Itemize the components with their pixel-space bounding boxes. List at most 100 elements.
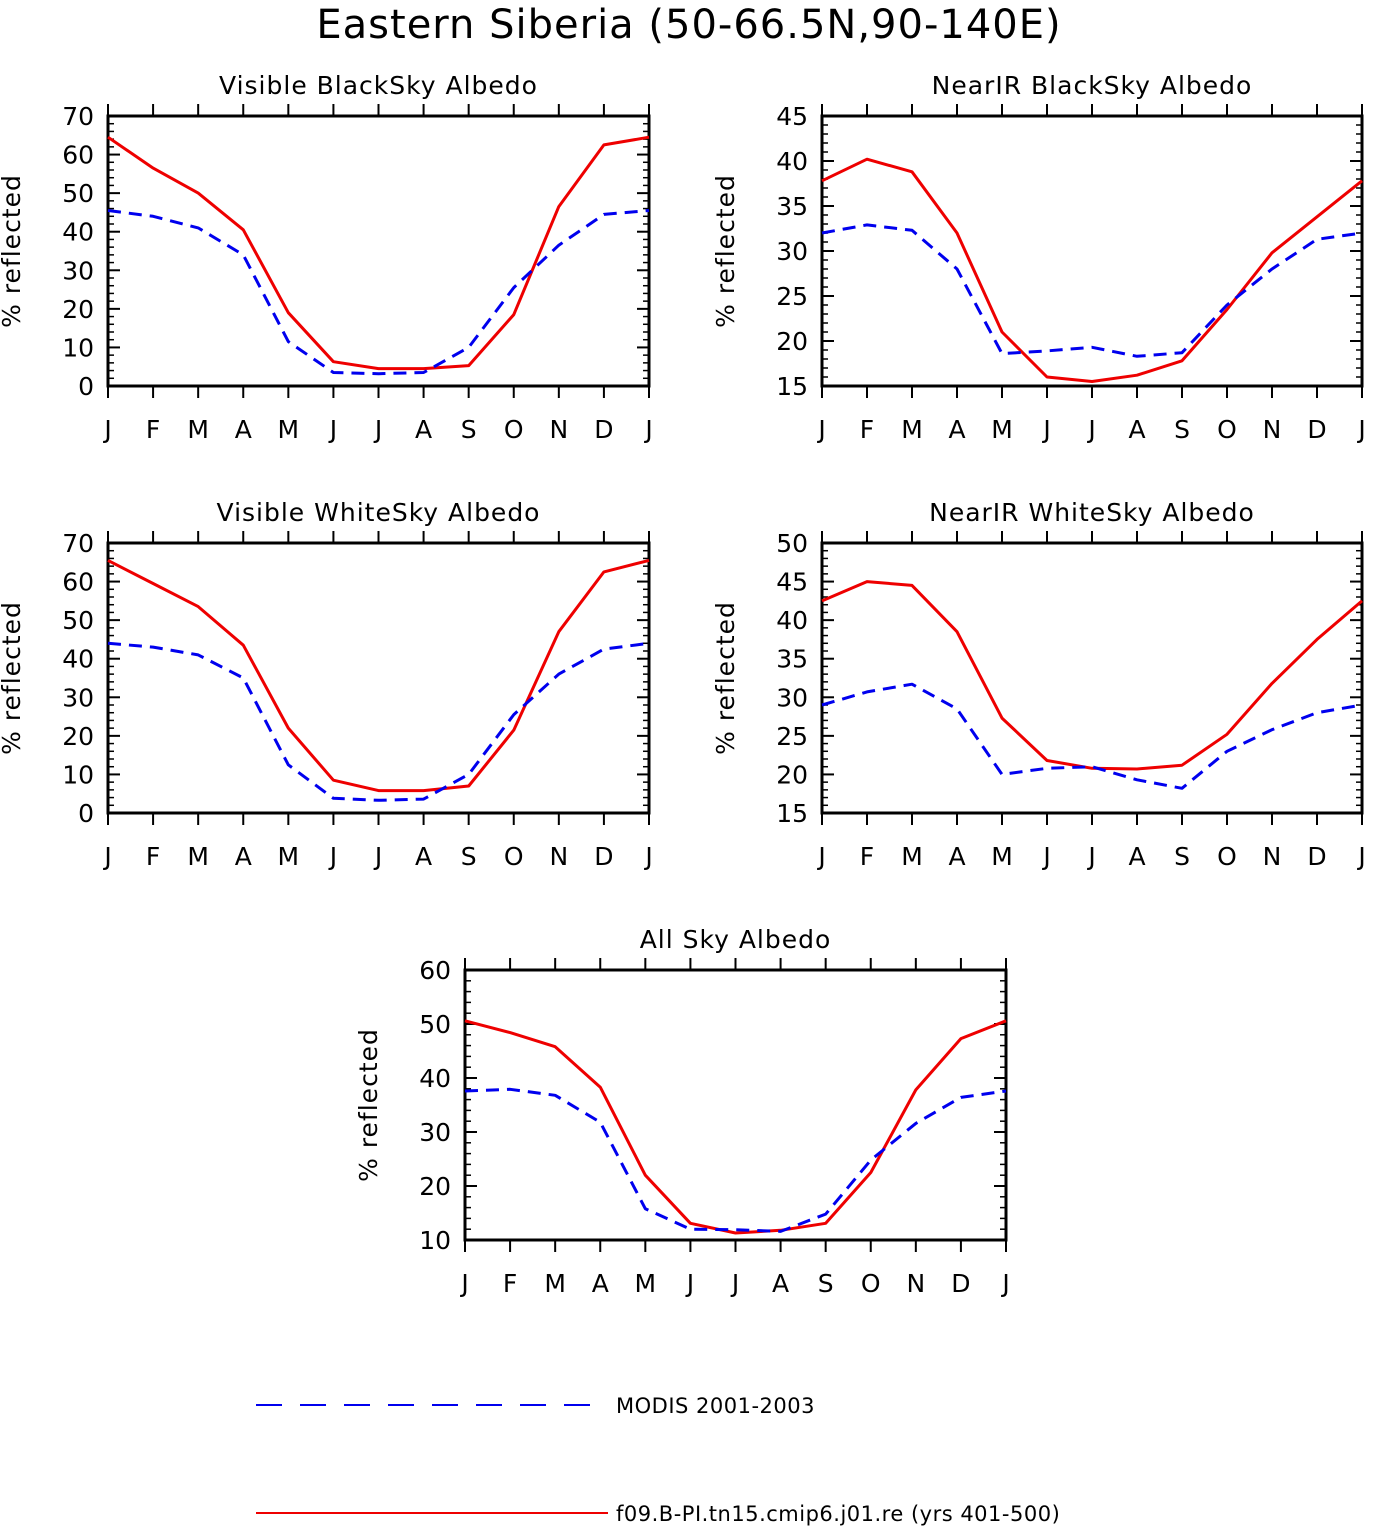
y-tick-label: 30 — [776, 683, 808, 712]
x-tick-label: N — [1263, 842, 1282, 871]
panel-title: NearIR WhiteSky Albedo — [929, 498, 1255, 527]
y-tick-label: 35 — [776, 645, 808, 674]
series-line-model — [107, 558, 650, 793]
x-tick-label: M — [187, 415, 209, 444]
y-tick-label: 50 — [776, 529, 808, 558]
x-tick-label: J — [1356, 842, 1365, 871]
x-tick-label: J — [1356, 415, 1365, 444]
x-tick-label: O — [1217, 842, 1237, 871]
x-tick-label: J — [685, 1269, 694, 1298]
plot-frame — [820, 114, 1364, 388]
y-tick-label: 45 — [776, 102, 808, 131]
x-tick-label: A — [948, 842, 965, 871]
x-tick-label: S — [461, 842, 477, 871]
x-tick-label: D — [1307, 842, 1326, 871]
x-tick-label: M — [991, 415, 1013, 444]
legend: MODIS 2001-2003 f09.B-PI.tn15.cmip6.j01.… — [256, 1394, 1060, 1526]
y-tick-label: 50 — [62, 606, 94, 635]
x-tick-label: J — [373, 842, 382, 871]
y-tick-label: 30 — [62, 683, 94, 712]
x-tick-label: J — [816, 842, 825, 871]
y-tick-label: 60 — [62, 141, 94, 170]
y-tick-label: 20 — [419, 1172, 451, 1201]
panel-title: Visible BlackSky Albedo — [219, 71, 538, 100]
panel-title: All Sky Albedo — [640, 925, 832, 954]
series-line-modis — [464, 1087, 1007, 1233]
y-tick-label: 10 — [62, 760, 94, 789]
x-tick-label: J — [816, 415, 825, 444]
y-tick-label: 30 — [776, 237, 808, 266]
y-axis-label: % reflected — [711, 174, 740, 328]
y-ticks: 15 20 25 30 35 40 45 — [776, 102, 1362, 401]
y-axis-label: % reflected — [0, 601, 26, 755]
legend-label-model: f09.B-PI.tn15.cmip6.j01.re (yrs 401-500) — [616, 1502, 1060, 1526]
x-tick-label: D — [594, 842, 613, 871]
y-tick-label: 20 — [62, 722, 94, 751]
y-tick-label: 20 — [62, 295, 94, 324]
y-tick-label: 15 — [776, 799, 808, 828]
x-tick-label: M — [187, 842, 209, 871]
series-line-model — [464, 1019, 1007, 1235]
y-tick-label: 40 — [776, 606, 808, 635]
y-tick-label: 10 — [62, 333, 94, 362]
y-tick-label: 70 — [62, 529, 94, 558]
figure-title: Eastern Siberia (50-66.5N,90-140E) — [316, 2, 1061, 48]
x-tick-label: J — [730, 1269, 739, 1298]
y-ticks: 0 10 20 30 40 50 60 70 — [62, 529, 649, 828]
x-tick-label: M — [544, 1269, 566, 1298]
panel-title: NearIR BlackSky Albedo — [932, 71, 1253, 100]
series-line-model — [107, 135, 650, 371]
x-tick-label: M — [991, 842, 1013, 871]
x-tick-label: J — [102, 842, 111, 871]
x-tick-label: J — [1041, 415, 1050, 444]
chart-panel-3: Visible WhiteSky Albedo % reflected 0 10 20 3… — [0, 498, 653, 871]
x-tick-label: M — [901, 415, 923, 444]
y-tick-label: 30 — [419, 1118, 451, 1147]
x-tick-label: M — [278, 415, 300, 444]
x-tick-label: M — [901, 842, 923, 871]
x-tick-label: A — [948, 415, 965, 444]
x-tick-label: F — [503, 1269, 517, 1298]
x-tick-label: O — [504, 415, 524, 444]
panel-title: Visible WhiteSky Albedo — [217, 498, 541, 527]
x-tick-label: A — [235, 842, 252, 871]
x-tick-label: A — [1128, 842, 1145, 871]
series-line-modis — [107, 641, 650, 802]
x-tick-label: D — [594, 415, 613, 444]
x-tick-label: A — [415, 842, 432, 871]
x-tick-label: A — [415, 415, 432, 444]
x-tick-label: S — [1174, 842, 1190, 871]
x-tick-label: S — [461, 415, 477, 444]
y-tick-label: 60 — [62, 568, 94, 597]
y-ticks: 0 10 20 30 40 50 60 70 — [62, 102, 649, 401]
x-tick-label: A — [235, 415, 252, 444]
x-tick-label: N — [906, 1269, 925, 1298]
x-tick-label: A — [1128, 415, 1145, 444]
y-tick-label: 20 — [776, 327, 808, 356]
y-axis-label: % reflected — [711, 601, 740, 755]
x-tick-label: N — [1263, 415, 1282, 444]
series-line-model — [821, 157, 1363, 383]
y-tick-label: 25 — [776, 722, 808, 751]
x-tick-label: J — [373, 415, 382, 444]
x-tick-label: J — [643, 415, 652, 444]
y-tick-label: 25 — [776, 282, 808, 311]
x-tick-label: J — [1086, 842, 1095, 871]
x-tick-label: F — [146, 415, 160, 444]
x-tick-label: J — [459, 1269, 468, 1298]
x-tick-label: D — [951, 1269, 970, 1298]
x-tick-label: O — [1217, 415, 1237, 444]
y-axis-label: % reflected — [0, 174, 26, 328]
y-ticks: 10 20 30 40 50 60 — [419, 956, 1006, 1255]
y-tick-label: 40 — [776, 147, 808, 176]
y-tick-label: 0 — [78, 372, 94, 401]
panels: Visible BlackSky Albedo % reflected 0 10 20 3… — [0, 71, 1366, 1298]
legend-label-modis: MODIS 2001-2003 — [616, 1394, 815, 1418]
plot-frame — [463, 968, 1008, 1242]
x-tick-label: J — [1086, 415, 1095, 444]
y-tick-label: 30 — [62, 256, 94, 285]
